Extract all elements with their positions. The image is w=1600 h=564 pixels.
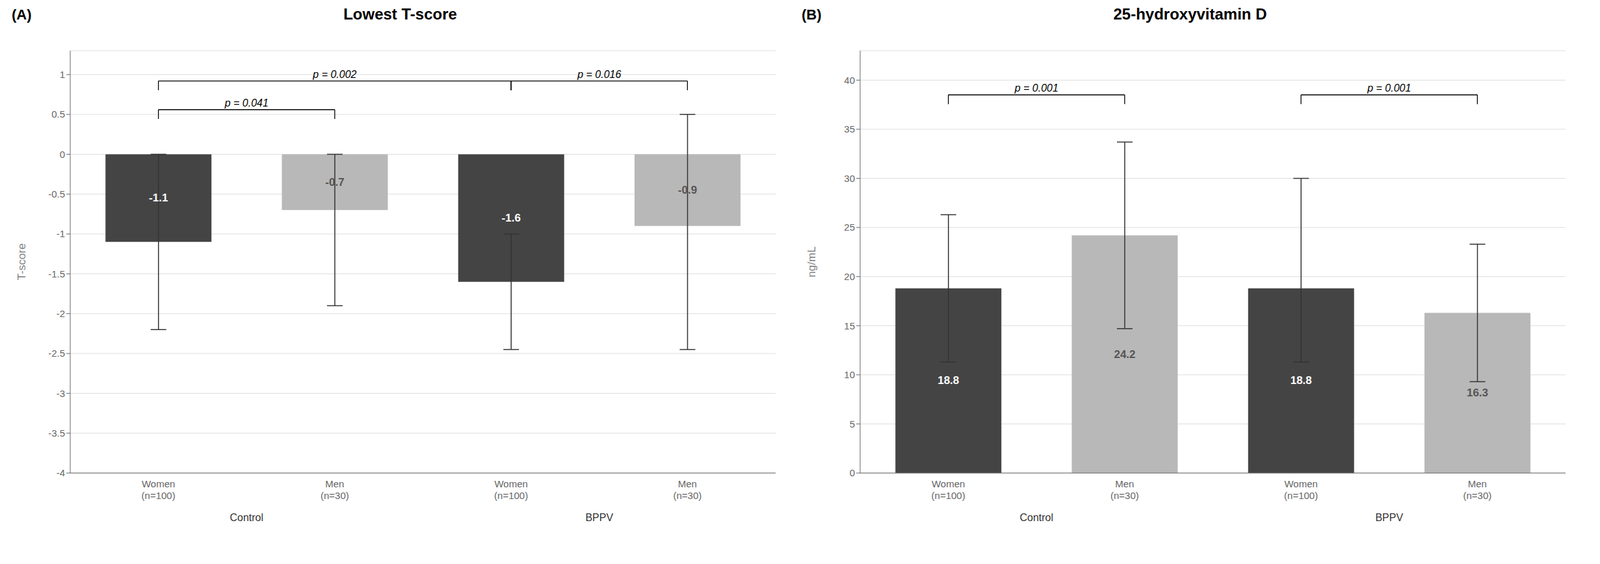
svg-text:-1.6: -1.6 — [501, 211, 521, 225]
svg-text:35: 35 — [843, 123, 855, 135]
svg-text:-0.5: -0.5 — [48, 188, 66, 200]
svg-text:20: 20 — [843, 271, 855, 283]
svg-text:T-score: T-score — [15, 243, 28, 281]
svg-text:-3.5: -3.5 — [48, 427, 66, 439]
svg-text:Men(n=30): Men(n=30) — [1462, 478, 1492, 502]
svg-text:-0.9: -0.9 — [678, 183, 697, 197]
svg-text:-0.7: -0.7 — [325, 176, 344, 189]
svg-text:5: 5 — [849, 418, 855, 430]
svg-text:Men(n=30): Men(n=30) — [1110, 478, 1140, 502]
svg-text:Women(n=100): Women(n=100) — [1284, 478, 1318, 502]
svg-text:16.3: 16.3 — [1466, 386, 1489, 400]
svg-text:-4: -4 — [56, 467, 66, 479]
svg-text:40: 40 — [843, 74, 855, 86]
svg-text:p = 0.016: p = 0.016 — [576, 68, 621, 80]
svg-text:Men(n=30): Men(n=30) — [672, 478, 702, 502]
html-text:25-hydroxyvitamin D: 25-hydroxyvitamin D — [1113, 5, 1267, 23]
svg-text:Control: Control — [229, 512, 264, 524]
svg-text:1: 1 — [59, 68, 66, 80]
svg-text:30: 30 — [843, 172, 855, 184]
svg-text:0: 0 — [849, 467, 855, 479]
svg-text:Women(n=100): Women(n=100) — [931, 478, 966, 502]
svg-text:-3: -3 — [56, 388, 66, 400]
svg-text:18.8: 18.8 — [1290, 374, 1312, 387]
html-text:(B): (B) — [801, 6, 822, 23]
svg-text:p = 0.002: p = 0.002 — [312, 68, 357, 80]
svg-text:-1.1: -1.1 — [148, 191, 168, 205]
html-text:(A): (A) — [11, 6, 32, 23]
svg-text:10: 10 — [843, 369, 855, 381]
html-text:Lowest T-score: Lowest T-score — [343, 5, 457, 23]
svg-text:Men(n=30): Men(n=30) — [320, 478, 350, 502]
svg-text:18.8: 18.8 — [937, 374, 959, 387]
svg-text:-2: -2 — [56, 308, 66, 320]
svg-text:p = 0.041: p = 0.041 — [224, 97, 269, 109]
svg-text:-1: -1 — [56, 228, 66, 240]
svg-text:BPPV: BPPV — [1375, 512, 1404, 524]
svg-text:p = 0.001: p = 0.001 — [1366, 82, 1411, 94]
svg-text:Women(n=100): Women(n=100) — [141, 478, 176, 502]
svg-text:ng/mL: ng/mL — [805, 246, 818, 277]
svg-text:p = 0.001: p = 0.001 — [1014, 82, 1059, 94]
svg-text:Women(n=100): Women(n=100) — [494, 478, 528, 502]
svg-text:-2.5: -2.5 — [48, 347, 66, 359]
svg-text:24.2: 24.2 — [1113, 348, 1136, 361]
svg-text:0: 0 — [59, 148, 66, 160]
svg-text:15: 15 — [843, 320, 855, 332]
svg-text:BPPV: BPPV — [585, 512, 614, 524]
svg-text:25: 25 — [843, 221, 855, 233]
svg-text:Control: Control — [1019, 512, 1054, 524]
svg-text:-1.5: -1.5 — [48, 268, 66, 280]
svg-text:0.5: 0.5 — [51, 108, 66, 120]
